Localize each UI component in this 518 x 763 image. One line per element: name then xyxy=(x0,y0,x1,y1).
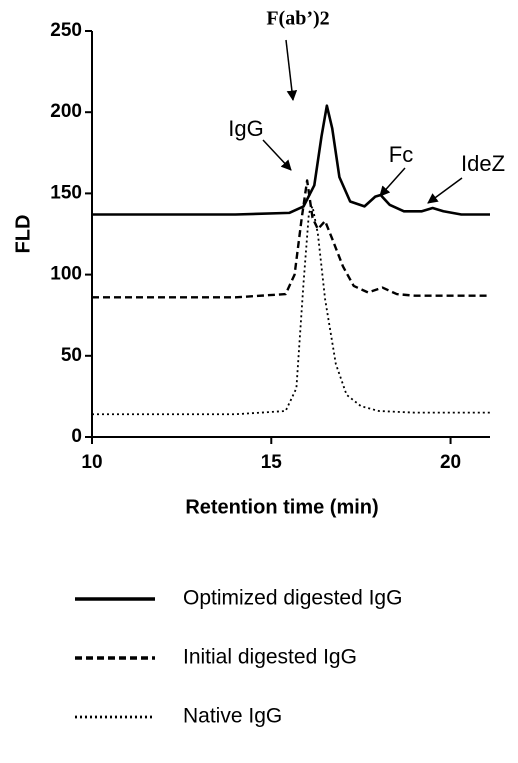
annotation: F(ab’)2 xyxy=(266,8,329,30)
arrow xyxy=(262,139,292,171)
y-axis-label: FLD xyxy=(12,215,34,254)
x-axis-label: Retention time (min) xyxy=(185,496,378,518)
y-tick-label: 50 xyxy=(61,345,82,366)
y-tick-label: 100 xyxy=(50,264,82,285)
annotation: Fc xyxy=(389,142,413,167)
legend-label: Native IgG xyxy=(183,705,282,728)
legend-label: Optimized digested IgG xyxy=(183,587,402,610)
legend-label: Initial digested IgG xyxy=(183,646,357,669)
annotation: IgG xyxy=(228,116,263,141)
y-tick-label: 150 xyxy=(50,182,82,203)
arrow xyxy=(379,167,406,197)
x-tick-label: 15 xyxy=(261,452,283,473)
x-tick-label: 10 xyxy=(81,452,102,473)
y-tick-label: 250 xyxy=(50,20,82,41)
x-tick-label: 20 xyxy=(440,452,461,473)
series-line xyxy=(92,205,490,416)
series-line xyxy=(92,104,490,216)
annotation: IdeZ xyxy=(461,151,505,176)
series-line xyxy=(92,179,490,299)
arrow xyxy=(427,177,463,204)
arrow xyxy=(285,39,298,102)
y-tick-label: 0 xyxy=(71,426,82,447)
y-tick-label: 200 xyxy=(50,101,82,122)
